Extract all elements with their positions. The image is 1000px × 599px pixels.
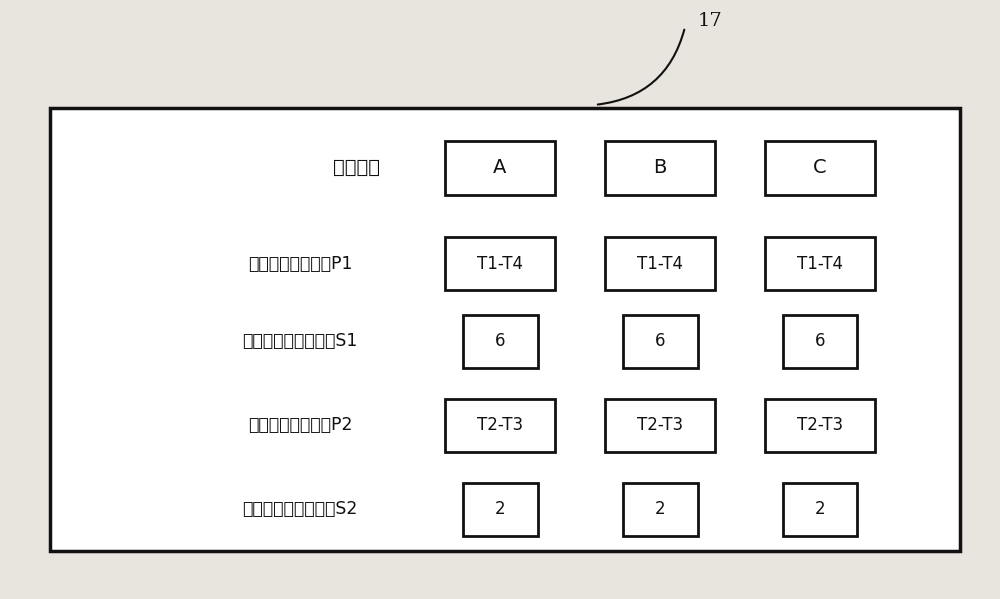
Text: 6: 6 bbox=[815, 332, 825, 350]
FancyBboxPatch shape bbox=[622, 315, 698, 368]
Text: 6: 6 bbox=[655, 332, 665, 350]
Text: T2-T3: T2-T3 bbox=[477, 416, 523, 434]
FancyBboxPatch shape bbox=[765, 399, 875, 452]
Text: T2-T3: T2-T3 bbox=[797, 416, 843, 434]
FancyBboxPatch shape bbox=[765, 237, 875, 290]
Text: T1-T4: T1-T4 bbox=[797, 255, 843, 273]
Text: T1-T4: T1-T4 bbox=[637, 255, 683, 273]
Text: 2: 2 bbox=[495, 500, 505, 518]
Text: 2: 2 bbox=[815, 500, 825, 518]
Text: 6: 6 bbox=[495, 332, 505, 350]
Text: C: C bbox=[813, 158, 827, 177]
FancyBboxPatch shape bbox=[622, 483, 698, 536]
Text: 2: 2 bbox=[655, 500, 665, 518]
FancyBboxPatch shape bbox=[605, 399, 715, 452]
FancyBboxPatch shape bbox=[445, 141, 555, 195]
Text: 维纱种类: 维纱种类 bbox=[333, 158, 380, 177]
FancyBboxPatch shape bbox=[782, 483, 857, 536]
FancyBboxPatch shape bbox=[462, 315, 538, 368]
FancyBboxPatch shape bbox=[605, 141, 715, 195]
FancyBboxPatch shape bbox=[445, 237, 555, 290]
Text: 第二维纱检测期间P2: 第二维纱检测期间P2 bbox=[248, 416, 352, 434]
Text: T1-T4: T1-T4 bbox=[477, 255, 523, 273]
Text: 第一维纱检测期间P1: 第一维纱检测期间P1 bbox=[248, 255, 352, 273]
FancyBboxPatch shape bbox=[50, 108, 960, 551]
FancyBboxPatch shape bbox=[462, 483, 538, 536]
Text: A: A bbox=[493, 158, 507, 177]
FancyBboxPatch shape bbox=[782, 315, 857, 368]
Text: 第二维纱检测灵敏度S2: 第二维纱检测灵敏度S2 bbox=[242, 500, 358, 518]
Text: T2-T3: T2-T3 bbox=[637, 416, 683, 434]
Text: B: B bbox=[653, 158, 667, 177]
Text: 第一维纱检测灵敏度S1: 第一维纱检测灵敏度S1 bbox=[242, 332, 358, 350]
Text: 17: 17 bbox=[698, 12, 722, 30]
FancyBboxPatch shape bbox=[445, 399, 555, 452]
FancyBboxPatch shape bbox=[765, 141, 875, 195]
FancyBboxPatch shape bbox=[605, 237, 715, 290]
